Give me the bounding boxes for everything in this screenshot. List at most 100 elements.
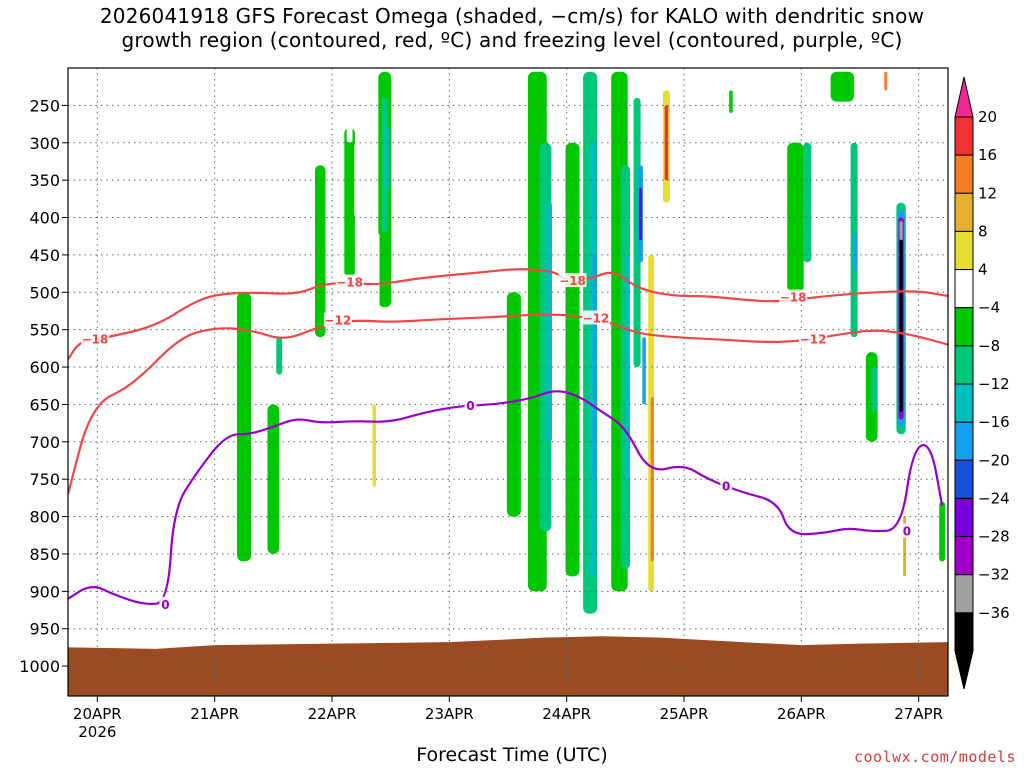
- x-tick-label: 20APR: [73, 705, 122, 723]
- omega-region: [899, 239, 903, 412]
- omega-region: [899, 221, 903, 240]
- colorbar-swatch: [954, 497, 974, 538]
- y-tick-label: 300: [29, 134, 60, 153]
- y-tick-label: 950: [29, 620, 60, 639]
- omega-region: [399, 142, 406, 203]
- omega-region: [803, 142, 812, 263]
- grid: [68, 68, 948, 696]
- colorbar-swatch: [954, 536, 974, 576]
- colorbar: 20 16 12 8 4 −4 −8 −12 −16 −20 −24 −28 −32 −36: [954, 76, 1010, 690]
- colorbar-label: 8: [978, 222, 988, 240]
- omega-region: [883, 232, 889, 308]
- omega-region: [164, 165, 171, 233]
- colorbar-label: −16: [978, 413, 1010, 431]
- omega-region: [385, 127, 389, 188]
- colorbar-swatch: [954, 345, 974, 385]
- omega-region: [236, 292, 252, 562]
- y-tick-label: 550: [29, 321, 60, 340]
- y-tick-label: 450: [29, 246, 60, 265]
- y-tick-label: 700: [29, 433, 60, 452]
- title-line-2: growth region (contoured, red, ºC) and f…: [121, 28, 903, 52]
- y-tick-label: 800: [29, 508, 60, 527]
- x-year-label: 2026: [78, 723, 116, 741]
- colorbar-label: 4: [978, 261, 988, 279]
- omega-region: [642, 337, 646, 405]
- omega-region: [647, 157, 651, 233]
- contour-line-minus12c: [68, 313, 948, 495]
- omega-region: [871, 367, 878, 412]
- x-tick-label: 24APR: [542, 705, 591, 723]
- contour-label-bg: [582, 310, 610, 325]
- contour-label-bg: [720, 478, 733, 493]
- omega-region: [729, 90, 733, 113]
- contour-line-0c: [68, 390, 944, 605]
- contour-label-bg: [799, 331, 828, 346]
- omega-region: [344, 127, 355, 278]
- y-tick-label: 250: [29, 96, 60, 115]
- colorbar-label: −28: [978, 528, 1010, 546]
- omega-region: [633, 97, 641, 368]
- colorbar-label: −20: [978, 451, 1010, 469]
- omega-region: [689, 329, 697, 405]
- omega-region: [373, 232, 380, 308]
- colorbar-label: −24: [978, 489, 1010, 507]
- colorbar-swatch: [954, 612, 974, 652]
- omega-region: [565, 142, 580, 577]
- omega-region: [625, 254, 631, 480]
- x-axis: 20APR 21APR 22APR 23APR 24APR 25APR 26APR 27APR…: [73, 696, 943, 741]
- omega-region: [673, 367, 683, 502]
- colorbar-swatch: [954, 421, 974, 461]
- colorbar-label: −4: [978, 299, 1000, 317]
- colorbar-label: 16: [978, 146, 997, 164]
- title-line-1: 2026041918 GFS Forecast Omega (shaded, −…: [99, 4, 925, 28]
- y-tick-label: 900: [29, 582, 60, 601]
- contour-label: −12: [800, 332, 827, 346]
- colorbar-swatch: [954, 192, 974, 232]
- colorbar-swatch: [954, 116, 974, 156]
- omega-region: [129, 97, 137, 143]
- y-tick-label: 850: [29, 545, 60, 564]
- colorbar-top-arrow: [954, 76, 974, 118]
- omega-region: [664, 105, 669, 181]
- credit-text: coolwx.com/models: [853, 748, 1016, 766]
- contour-label: 0: [466, 399, 474, 413]
- colorbar-swatch: [954, 383, 974, 423]
- omega-region: [639, 187, 643, 240]
- y-tick-label: 500: [29, 283, 60, 302]
- omega-region: [314, 165, 326, 338]
- contours: [68, 268, 948, 605]
- x-tick-label: 26APR: [777, 705, 826, 723]
- colorbar-swatch: [954, 307, 974, 347]
- contour-label-bg: [159, 596, 172, 611]
- contour-line-minus18c: [68, 268, 948, 361]
- contour-label: −12: [324, 314, 351, 328]
- y-tick-label: 1000: [19, 657, 60, 676]
- x-tick-label: 23APR: [425, 705, 474, 723]
- omega-region: [87, 105, 98, 166]
- contour-label: 0: [903, 525, 911, 539]
- colorbar-swatch: [954, 459, 974, 499]
- contour-label: −18: [336, 276, 363, 290]
- contour-label: −18: [559, 274, 586, 288]
- y-axis: 250 300 350 400 450 500 550 600 650 700 750 800 850 9…: [19, 96, 68, 676]
- colorbar-label: 20: [978, 108, 997, 126]
- omega-region: [884, 71, 888, 91]
- contour-label: 0: [722, 480, 730, 494]
- contour-label: 0: [161, 598, 169, 612]
- x-axis-title: Forecast Time (UTC): [416, 744, 608, 766]
- x-tick-label: 21APR: [190, 705, 239, 723]
- x-tick-label: 27APR: [894, 705, 943, 723]
- colorbar-swatch: [954, 574, 974, 614]
- x-tick-label: 22APR: [308, 705, 357, 723]
- omega-region: [354, 142, 362, 218]
- contour-label: −12: [583, 311, 610, 325]
- colorbar-label: 12: [978, 184, 997, 202]
- colorbar-label: −8: [978, 337, 1000, 355]
- y-tick-label: 350: [29, 171, 60, 190]
- contour-label: −18: [780, 291, 807, 305]
- contour-label-bg: [80, 331, 109, 346]
- y-tick-label: 400: [29, 209, 60, 228]
- omega-region: [879, 105, 892, 166]
- omega-region: [276, 337, 283, 375]
